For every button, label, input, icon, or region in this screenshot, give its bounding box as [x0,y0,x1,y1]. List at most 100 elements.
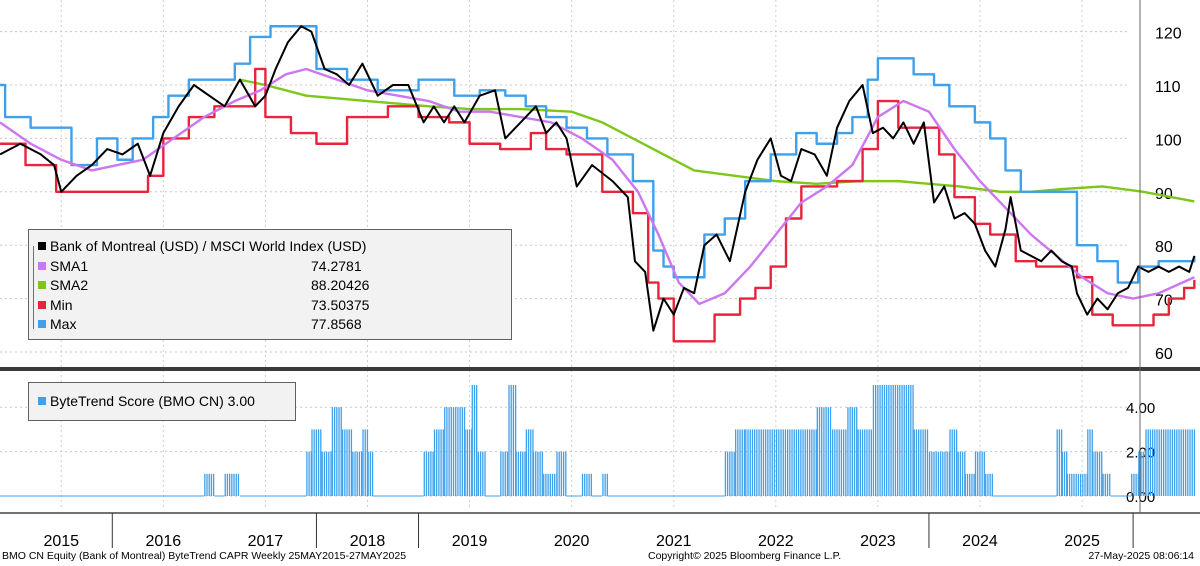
score-bar [606,473,608,496]
score-bar [1180,429,1182,496]
score-bar [333,407,336,496]
score-bar [896,385,899,496]
score-bar [212,473,215,496]
score-bar [1184,429,1187,496]
score-bar [522,451,524,496]
score-bar [1092,451,1094,496]
score-bar [775,429,778,496]
x-tick-label: 2018 [350,533,386,550]
legend-item-max: Max 77.8568 [29,315,511,334]
score-bar [554,473,556,496]
score-bar [987,473,989,496]
score-bar [1131,473,1133,496]
score-bar [789,429,791,496]
score-bar [885,385,888,496]
score-bar [910,385,912,496]
score-bar [517,451,520,496]
score-bar [471,385,473,496]
score-bar [537,451,539,496]
score-bar [452,407,455,496]
legend-value-max: 77.8568 [311,316,362,332]
score-bar [450,407,452,496]
score-bar [477,451,480,496]
panel-divider [0,367,1200,371]
score-bar [331,407,334,496]
score-bar [1109,473,1111,496]
score-bar [539,451,541,496]
score-bar [879,385,881,496]
score-bar [1073,473,1075,496]
legend-value-sma2: 88.20426 [311,277,370,293]
score-bar [853,407,856,496]
legend-item-price: Bank of Montreal (USD) / MSCI World Inde… [29,237,511,256]
score-bar [915,429,918,496]
score-bar [1082,473,1084,496]
score-bar [1176,429,1178,496]
score-bar [920,429,922,496]
score-bar [362,429,364,496]
score-bar [1106,473,1109,496]
score-bar [861,429,864,496]
score-bar [977,451,979,496]
x-tick-label: 2024 [962,533,998,550]
score-bar [758,429,760,496]
legend-item-bytetrend: ByteTrend Score (BMO CN) 3.00 [29,392,295,411]
score-bar [793,429,795,496]
legend-swatch-sma2 [38,281,46,289]
score-bar [795,429,798,496]
footer-right: 27-May-2025 08:06:14 [1088,550,1194,562]
score-bar [341,429,344,496]
score-bar [842,429,845,496]
legend-swatch-sma1 [38,262,46,270]
score-bar [733,451,735,496]
score-bar [1089,429,1091,496]
score-bar [864,429,866,496]
score-bar [204,473,206,496]
score-bar [206,473,208,496]
score-bar [731,451,733,496]
score-bar [1187,429,1189,496]
score-bar [953,429,956,496]
score-bar [743,429,746,496]
score-bar [444,407,446,496]
score-bar [951,429,953,496]
legend-label-bytetrend: ByteTrend Score (BMO CN) 3.00 [50,393,255,409]
score-bar [769,429,771,496]
score-bar [317,429,320,496]
score-bar [233,473,235,496]
score-bar [1154,429,1156,496]
score-bar [815,429,817,496]
score-bar [1191,429,1193,496]
score-bar [482,451,484,496]
score-bar [786,429,789,496]
score-bar [367,451,369,496]
score-bar [581,473,584,496]
score-bar [1101,451,1103,496]
score-bar [1133,473,1135,496]
score-bar [726,451,729,496]
score-bar [933,451,935,496]
score-bar [973,473,975,496]
score-bar [228,473,231,496]
score-bar [308,451,310,496]
score-bar [1169,429,1171,496]
score-bar [797,429,800,496]
score-bar [802,429,804,496]
score-bar [442,429,444,496]
score-bar [899,385,901,496]
price-line [0,25,1196,332]
score-bar [874,385,877,496]
score-bar [883,385,886,496]
score-bar [745,429,747,496]
x-tick-label: 2022 [758,533,794,550]
score-bar [535,451,537,496]
score-bar [320,429,322,496]
score-bar [834,429,836,496]
score-bar [1162,429,1165,496]
score-bar [840,429,843,496]
legend-swatch-max [38,320,46,328]
footer-left: BMO CN Equity (Bank of Montreal) ByteTre… [2,550,407,562]
legend-label-sma2: SMA2 [50,277,89,293]
score-bar [1058,429,1061,496]
y-tick-label: 110 [1155,79,1181,96]
